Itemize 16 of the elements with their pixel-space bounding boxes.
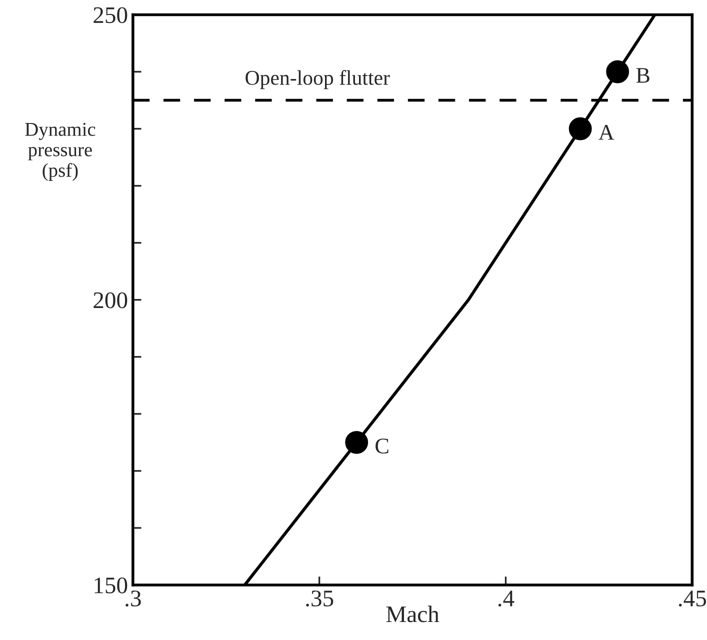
annotation: A <box>598 124 614 140</box>
annotation: B <box>636 68 650 83</box>
point <box>345 430 368 454</box>
x-tick-label: .45 <box>678 590 706 607</box>
x-tick-label: .35 <box>306 590 334 607</box>
y-tick-label: 150 <box>94 577 128 594</box>
ref-line-label: Open-loop flutter <box>246 70 390 90</box>
point <box>568 117 592 140</box>
y-tick-label: 200 <box>94 292 128 308</box>
x-tick-label: .4 <box>498 590 514 607</box>
annotation: C <box>376 438 388 454</box>
y-tick-label: 250 <box>94 7 128 24</box>
x-tick-label: .3 <box>126 590 141 607</box>
point <box>606 60 630 84</box>
y-axis-title: Dynamic pressure (psf) <box>25 122 96 181</box>
x-axis-title: Mach <box>386 606 440 622</box>
